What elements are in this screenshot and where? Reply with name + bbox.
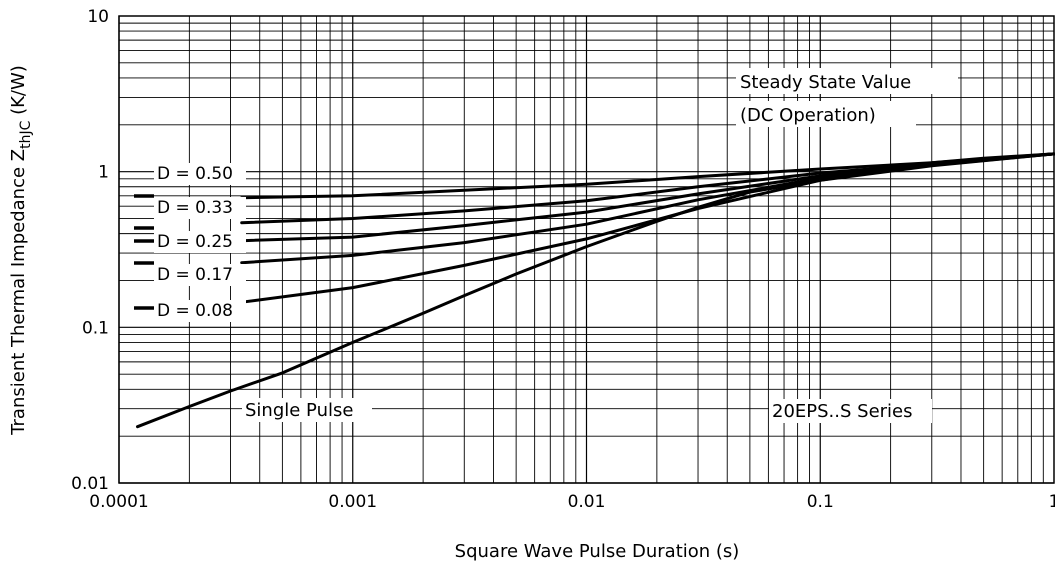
legend-label: D = 0.50 [157, 164, 233, 184]
plot-frame [118, 15, 1055, 484]
y-tick-label: 0.1 [82, 318, 109, 338]
y-tick-label: 0.01 [71, 474, 109, 494]
y-axis-title-sub: thJC [18, 120, 34, 148]
legend: D = 0.50 D = 0.33 D = 0.25 D = 0.17 D = 0.08 [134, 163, 246, 322]
series-line-d-0-50 [240, 152, 1055, 200]
series-name-label: 20EPS..S Series [772, 401, 913, 422]
single-pulse-annotation: Single Pulse [242, 398, 372, 422]
steady-state-label: Steady State Value [740, 72, 911, 93]
series-line-single-pulse [136, 152, 1055, 429]
single-pulse-label: Single Pulse [245, 400, 353, 421]
y-axis-title: Transient Thermal Impedance ZthJC (K/W) [8, 65, 34, 436]
x-axis-title: Square Wave Pulse Duration (s) [455, 541, 740, 562]
dc-operation-label: (DC Operation) [740, 105, 876, 126]
legend-label: D = 0.08 [157, 301, 233, 321]
legend-label-bg [154, 163, 246, 185]
labels-layer: 0.0001 0.001 0.01 0.1 1 10 1 0.1 0.01 [71, 7, 1055, 512]
legend-label: D = 0.33 [157, 198, 233, 218]
x-tick-label: 0.0001 [89, 492, 148, 512]
legend-label: D = 0.17 [157, 265, 233, 285]
legend-label-bg [154, 264, 246, 286]
y-tick-label: 1 [98, 163, 109, 183]
y-tick-label: 10 [87, 7, 109, 27]
steady-state-annotation: Steady State Value (DC Operation) [736, 68, 958, 127]
x-tick-label: 0.01 [568, 492, 606, 512]
y-axis-title-unit: (K/W) [8, 65, 29, 120]
series-line-d-0-08 [240, 152, 1055, 304]
legend-label-bg [154, 300, 246, 322]
legend-label-bg [154, 231, 246, 253]
legend-label: D = 0.25 [157, 232, 233, 252]
y-axis-title-main: Transient Thermal Impedance Z [8, 149, 29, 436]
legend-label-bg [154, 197, 246, 219]
series-layer [136, 152, 1055, 429]
x-tick-label: 1 [1049, 492, 1055, 512]
series-name-annotation: 20EPS..S Series [769, 399, 932, 423]
x-tick-label: 0.001 [328, 492, 377, 512]
x-tick-label: 0.1 [807, 492, 834, 512]
